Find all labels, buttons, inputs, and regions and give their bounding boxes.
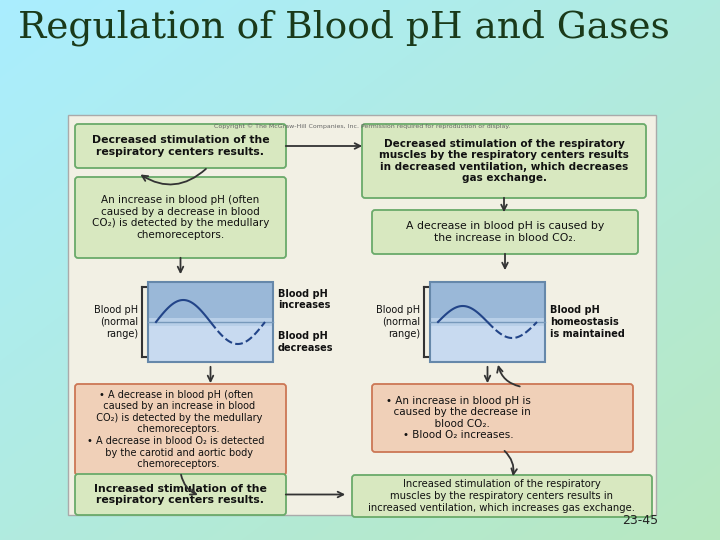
Text: Increased stimulation of the
respiratory centers results.: Increased stimulation of the respiratory… [94,484,267,505]
Text: Blood pH
homeostasis
is maintained: Blood pH homeostasis is maintained [550,306,625,339]
Text: Blood pH
(normal
range): Blood pH (normal range) [94,306,138,339]
FancyBboxPatch shape [352,475,652,517]
Text: 23-45: 23-45 [622,514,658,527]
FancyBboxPatch shape [372,210,638,254]
FancyBboxPatch shape [148,318,273,326]
Text: Blood pH
(normal
range): Blood pH (normal range) [376,306,420,339]
Text: • An increase in blood pH is
  caused by the decrease in
  blood CO₂.
• Blood O₂: • An increase in blood pH is caused by t… [386,396,531,441]
Text: • A decrease in blood pH (often
  caused by an increase in blood
  CO₂) is detec: • A decrease in blood pH (often caused b… [87,390,264,469]
Text: Blood pH
decreases: Blood pH decreases [278,331,333,353]
FancyBboxPatch shape [75,177,286,258]
Text: Blood pH
increases: Blood pH increases [278,289,330,310]
Text: Decreased stimulation of the
respiratory centers results.: Decreased stimulation of the respiratory… [91,135,269,157]
FancyBboxPatch shape [362,124,646,198]
Text: An increase in blood pH (often
caused by a decrease in blood
CO₂) is detected by: An increase in blood pH (often caused by… [92,195,269,240]
FancyBboxPatch shape [68,115,656,515]
FancyBboxPatch shape [372,384,633,452]
FancyBboxPatch shape [148,282,273,318]
FancyBboxPatch shape [430,282,545,318]
Text: A decrease in blood pH is caused by
the increase in blood CO₂.: A decrease in blood pH is caused by the … [406,221,604,243]
Text: Decreased stimulation of the respiratory
muscles by the respiratory centers resu: Decreased stimulation of the respiratory… [379,139,629,184]
FancyBboxPatch shape [75,474,286,515]
FancyBboxPatch shape [430,318,545,326]
FancyBboxPatch shape [148,326,273,362]
Text: Copyright © The McGraw-Hill Companies, Inc. Permission required for reproduction: Copyright © The McGraw-Hill Companies, I… [214,123,510,129]
FancyBboxPatch shape [75,384,286,475]
FancyBboxPatch shape [430,326,545,362]
Text: Regulation of Blood pH and Gases: Regulation of Blood pH and Gases [18,10,670,46]
FancyBboxPatch shape [75,124,286,168]
Text: Increased stimulation of the respiratory
muscles by the respiratory centers resu: Increased stimulation of the respiratory… [369,480,636,512]
